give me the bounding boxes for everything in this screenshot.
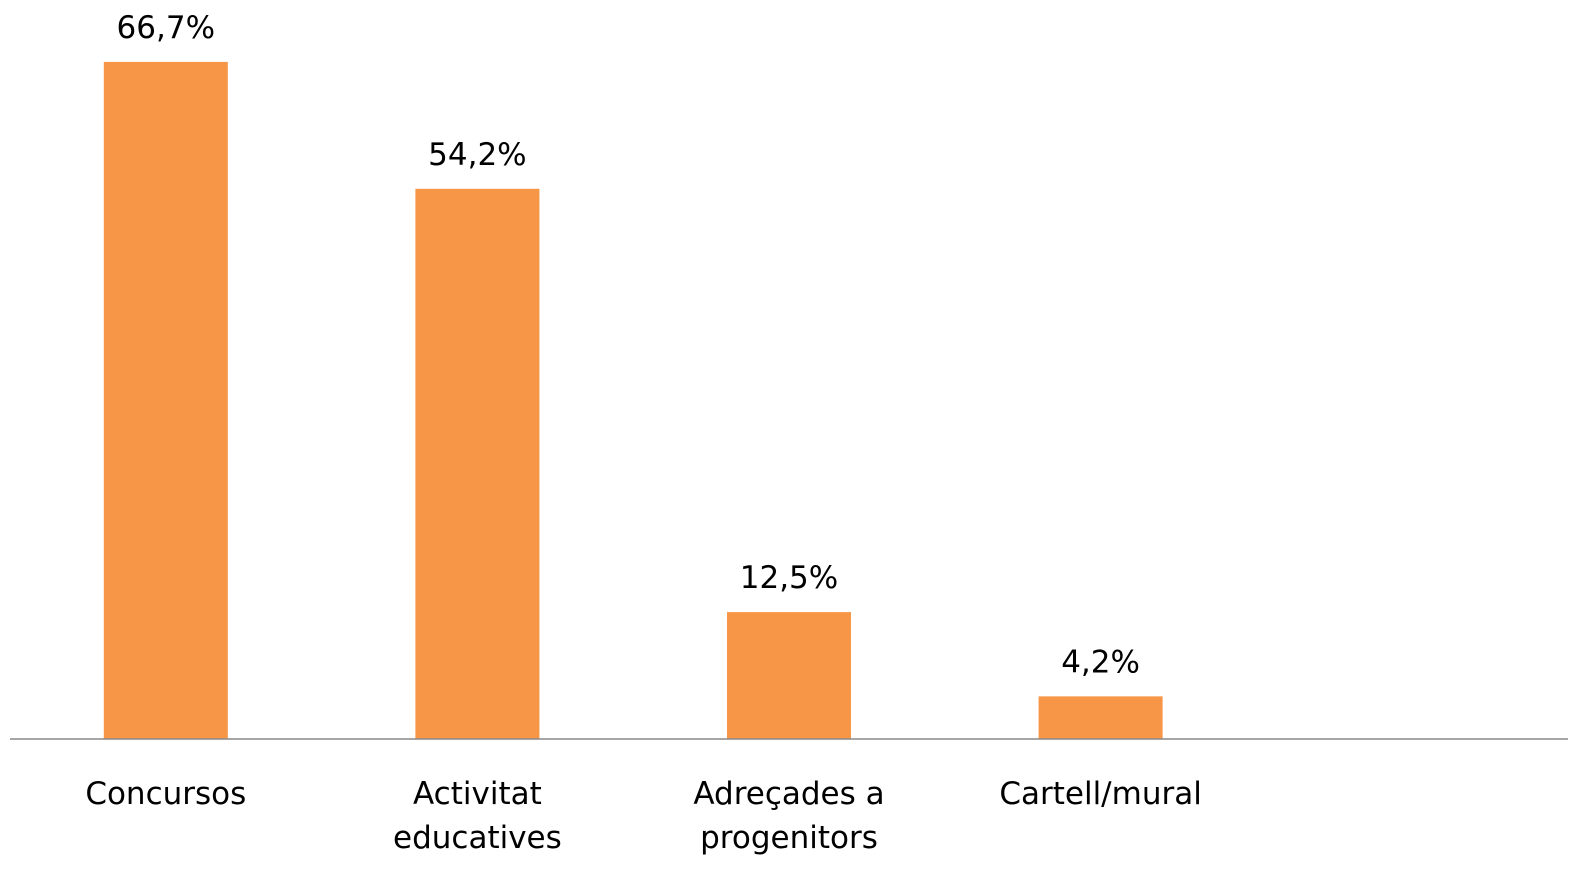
x-tick-label: Adreçades a progenitors <box>693 776 885 856</box>
bar <box>1038 696 1163 739</box>
bar <box>415 188 540 740</box>
data-label: 12,5% <box>740 560 838 596</box>
data-label: 4,2% <box>1061 644 1140 680</box>
x-tick-label: Activitat educatives <box>393 776 562 856</box>
bar <box>727 612 851 739</box>
x-tick-label: Concursos <box>85 776 247 812</box>
data-label: 54,2% <box>428 137 526 173</box>
bar <box>103 61 228 740</box>
x-tick-label: Cartell/mural <box>999 776 1202 812</box>
data-label: 66,7% <box>117 10 215 46</box>
